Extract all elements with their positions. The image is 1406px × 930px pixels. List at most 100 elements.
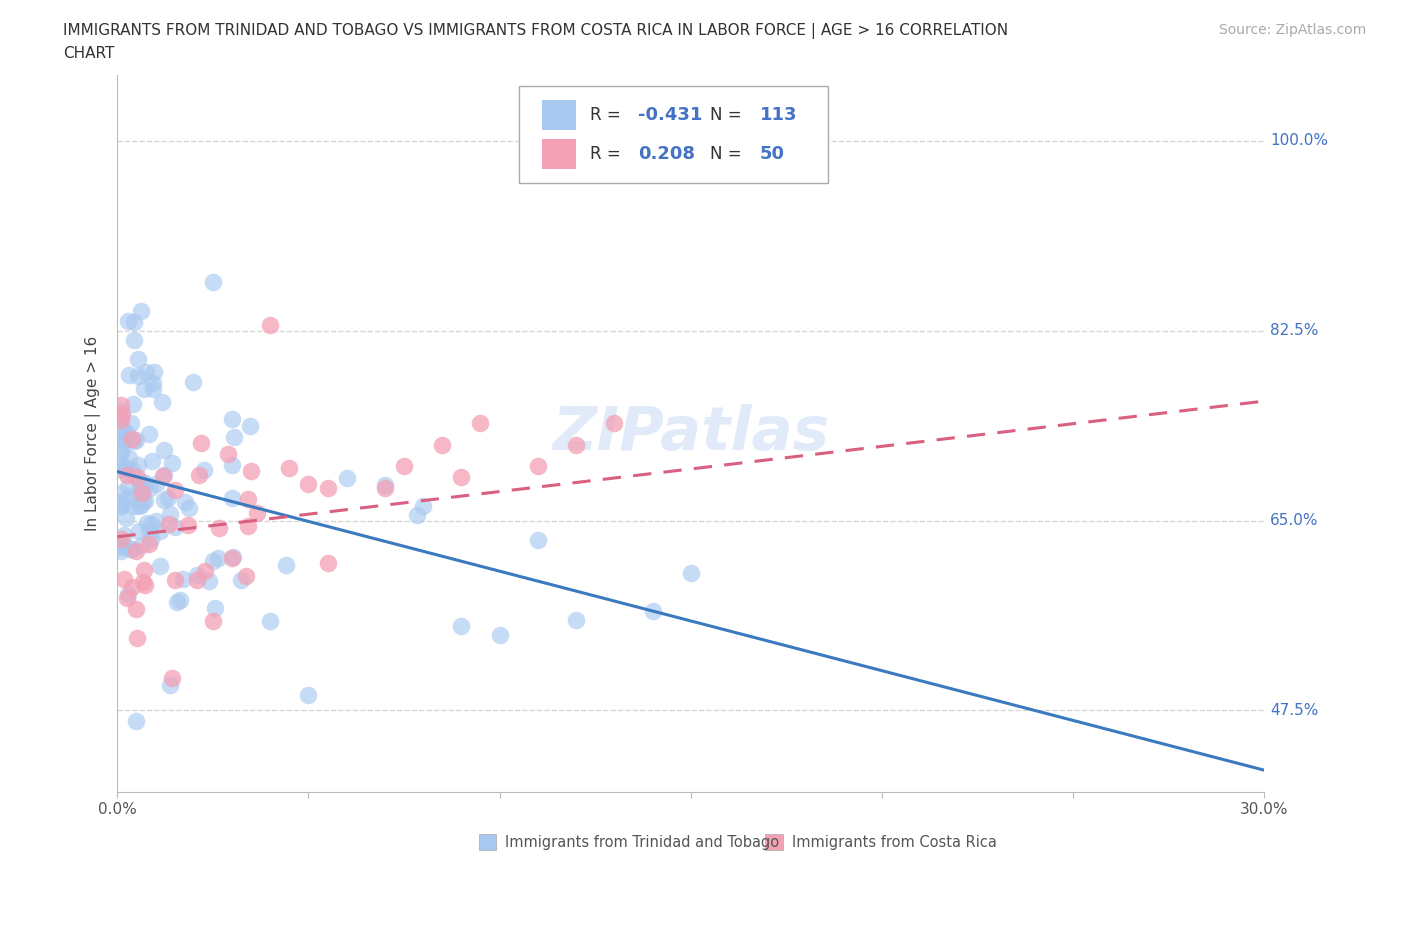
Point bbox=[152, 492, 174, 507]
Point bbox=[125, 470, 148, 485]
Point bbox=[127, 352, 149, 366]
Point bbox=[132, 575, 155, 590]
Point bbox=[204, 601, 226, 616]
Point bbox=[129, 479, 152, 494]
FancyBboxPatch shape bbox=[519, 86, 828, 183]
Point bbox=[190, 436, 212, 451]
Point bbox=[134, 475, 156, 490]
Point bbox=[142, 375, 165, 390]
Point bbox=[374, 481, 396, 496]
Point bbox=[470, 416, 492, 431]
Point bbox=[149, 559, 172, 574]
Point bbox=[316, 555, 339, 570]
Point bbox=[117, 490, 139, 505]
Point bbox=[163, 483, 186, 498]
Point bbox=[239, 418, 262, 433]
Point bbox=[274, 558, 297, 573]
Point bbox=[565, 437, 588, 452]
Point bbox=[142, 365, 165, 379]
Point bbox=[679, 565, 702, 580]
Text: 100.0%: 100.0% bbox=[1270, 133, 1329, 148]
Text: IMMIGRANTS FROM TRINIDAD AND TOBAGO VS IMMIGRANTS FROM COSTA RICA IN LABOR FORCE: IMMIGRANTS FROM TRINIDAD AND TOBAGO VS I… bbox=[63, 23, 1008, 39]
Point bbox=[134, 479, 156, 494]
Point bbox=[117, 587, 139, 602]
Point bbox=[134, 578, 156, 592]
Point bbox=[160, 456, 183, 471]
Point bbox=[110, 434, 132, 449]
Point bbox=[121, 462, 143, 477]
Point bbox=[127, 368, 149, 383]
Point bbox=[412, 498, 434, 513]
Point bbox=[153, 467, 176, 482]
FancyBboxPatch shape bbox=[765, 834, 783, 850]
Point bbox=[110, 539, 132, 554]
Point bbox=[129, 304, 152, 319]
Point bbox=[138, 524, 160, 538]
Point bbox=[131, 493, 153, 508]
Point bbox=[527, 532, 550, 547]
Text: -0.431: -0.431 bbox=[638, 106, 703, 124]
Point bbox=[110, 422, 132, 437]
Point bbox=[139, 516, 162, 531]
Point bbox=[110, 407, 132, 422]
Point bbox=[246, 506, 269, 521]
Point bbox=[114, 571, 136, 586]
Point bbox=[207, 550, 229, 565]
Point bbox=[141, 453, 163, 468]
Point bbox=[336, 471, 359, 485]
Point bbox=[110, 429, 132, 444]
Point bbox=[488, 628, 510, 643]
Text: ZIPatlas: ZIPatlas bbox=[553, 405, 830, 463]
Point bbox=[110, 413, 132, 428]
Point bbox=[120, 542, 142, 557]
Point bbox=[110, 398, 132, 413]
Point bbox=[139, 531, 162, 546]
Point bbox=[198, 574, 221, 589]
Text: N =: N = bbox=[710, 106, 742, 124]
Point bbox=[134, 563, 156, 578]
Point bbox=[110, 498, 132, 513]
Point bbox=[128, 498, 150, 513]
Point bbox=[122, 396, 145, 411]
Point bbox=[112, 431, 135, 445]
Point bbox=[125, 543, 148, 558]
Point bbox=[201, 614, 224, 629]
Point bbox=[111, 421, 134, 436]
Point bbox=[139, 481, 162, 496]
Text: Source: ZipAtlas.com: Source: ZipAtlas.com bbox=[1219, 23, 1367, 37]
Point bbox=[316, 481, 339, 496]
Point bbox=[177, 517, 200, 532]
Point bbox=[125, 601, 148, 616]
Text: 50: 50 bbox=[759, 145, 785, 164]
Point bbox=[122, 315, 145, 330]
Point bbox=[120, 416, 142, 431]
Text: CHART: CHART bbox=[63, 46, 115, 61]
Point bbox=[110, 457, 132, 472]
Point bbox=[229, 573, 252, 588]
Point bbox=[110, 544, 132, 559]
Point bbox=[115, 590, 138, 604]
Point bbox=[166, 594, 188, 609]
Point bbox=[159, 506, 181, 521]
Point bbox=[222, 550, 245, 565]
Text: Immigrants from Costa Rica: Immigrants from Costa Rica bbox=[792, 834, 997, 849]
Point bbox=[142, 382, 165, 397]
Text: N =: N = bbox=[710, 145, 742, 164]
Point bbox=[117, 313, 139, 328]
FancyBboxPatch shape bbox=[541, 100, 576, 130]
Text: 47.5%: 47.5% bbox=[1270, 703, 1319, 718]
Point bbox=[135, 515, 157, 530]
Point bbox=[111, 442, 134, 457]
Point bbox=[127, 631, 149, 645]
Point bbox=[121, 432, 143, 446]
Point bbox=[110, 532, 132, 547]
Point bbox=[127, 458, 149, 472]
Point bbox=[217, 446, 239, 461]
Point bbox=[111, 462, 134, 477]
Point bbox=[222, 430, 245, 445]
Point bbox=[201, 274, 224, 289]
Point bbox=[278, 460, 301, 475]
Point bbox=[235, 568, 257, 583]
Point bbox=[110, 485, 132, 500]
Point bbox=[374, 478, 396, 493]
